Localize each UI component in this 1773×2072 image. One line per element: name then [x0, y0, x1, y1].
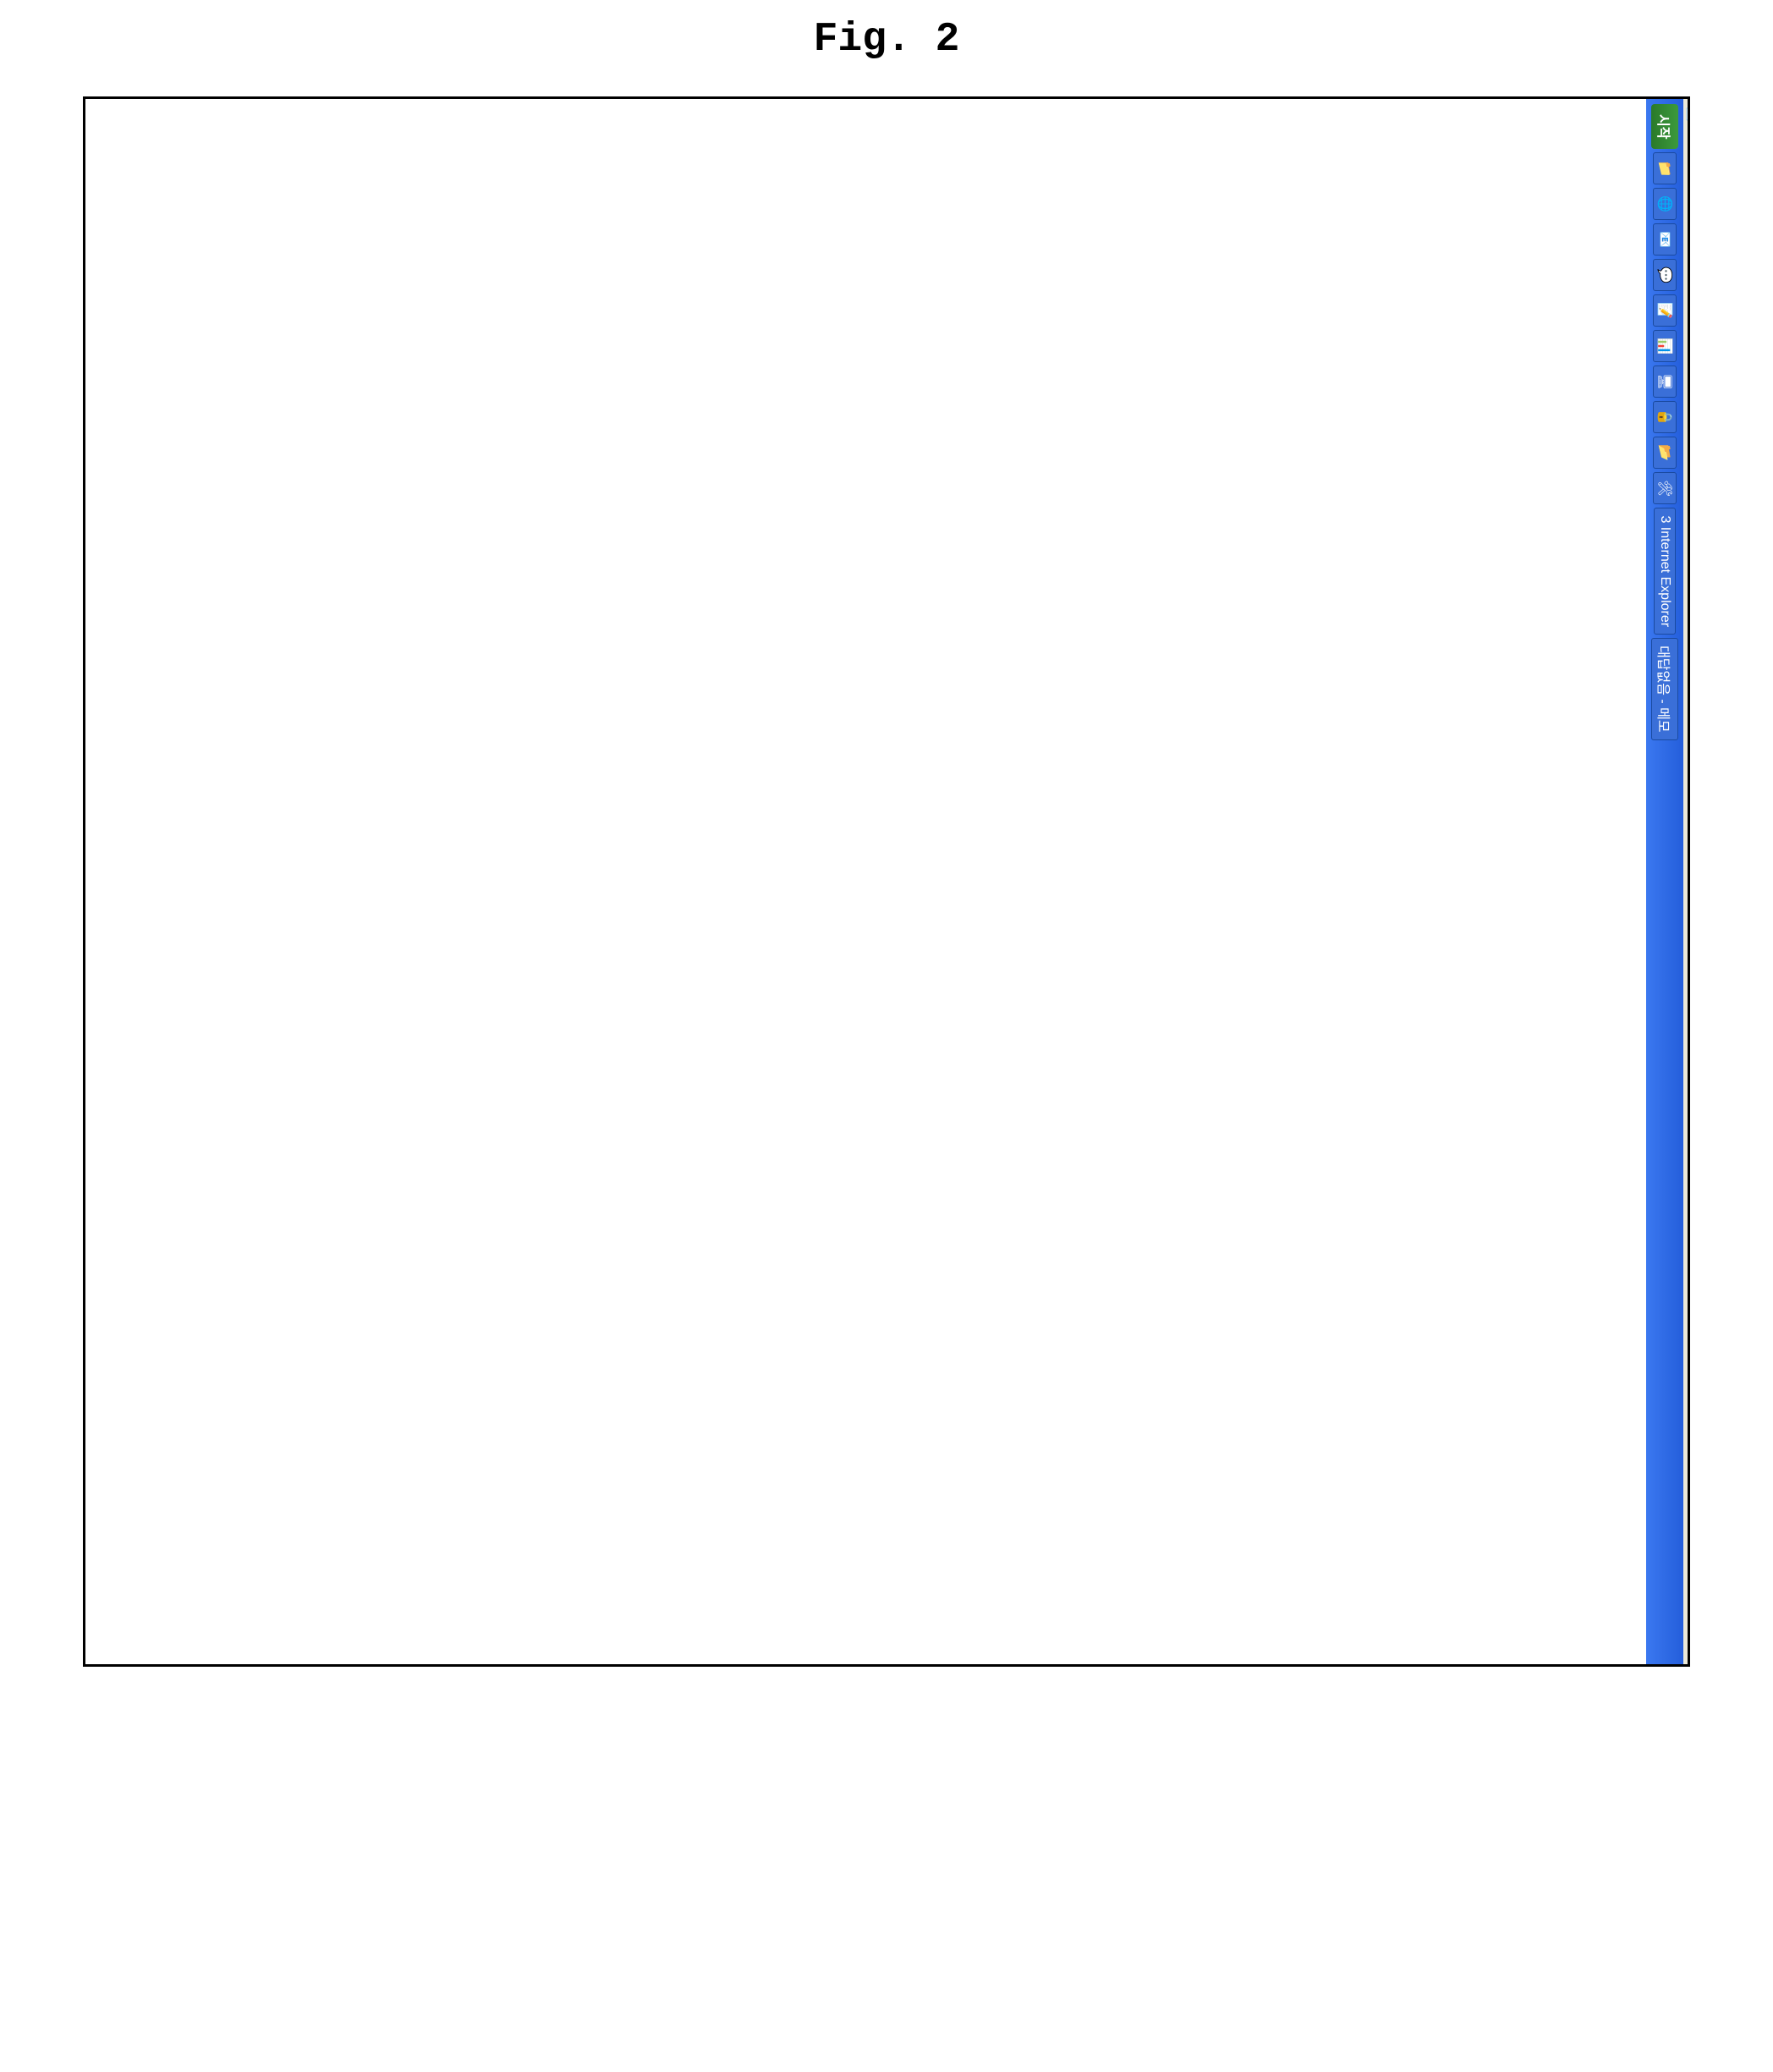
start-button[interactable]: 시작 — [1651, 104, 1678, 149]
task-item[interactable]: 🖥 — [1653, 365, 1677, 398]
task-item-ie[interactable]: 3 Internet Explorer — [1654, 508, 1676, 635]
task-item[interactable]: 📁 — [1653, 152, 1677, 184]
task-item[interactable]: 🔒 — [1653, 401, 1677, 433]
screenshot-frame: 📄 DBLP: Hanmin Jung - Microsoft Internet… — [83, 96, 1690, 1667]
task-item[interactable]: 🛠 — [1653, 472, 1677, 504]
task-item[interactable]: 📂 — [1653, 437, 1677, 469]
taskbar: 시작 📁 🌐 📧 💬 📝 📊 🖥 🔒 📂 🛠 3 Internet Explor… — [1646, 99, 1683, 1667]
status-done-icon: 📄 — [1686, 106, 1691, 123]
figure-label: Fig. 2 — [0, 0, 1773, 80]
status-bar: 📄 🌐 인터넷 — [1683, 99, 1690, 1667]
task-item-notepad[interactable]: 대답없음 - 메모 — [1651, 638, 1678, 740]
task-item[interactable]: 📊 — [1653, 330, 1677, 362]
task-item[interactable]: 💬 — [1653, 259, 1677, 291]
task-item[interactable]: 📧 — [1653, 223, 1677, 256]
task-item[interactable]: 🌐 — [1653, 188, 1677, 220]
task-item[interactable]: 📝 — [1653, 294, 1677, 327]
